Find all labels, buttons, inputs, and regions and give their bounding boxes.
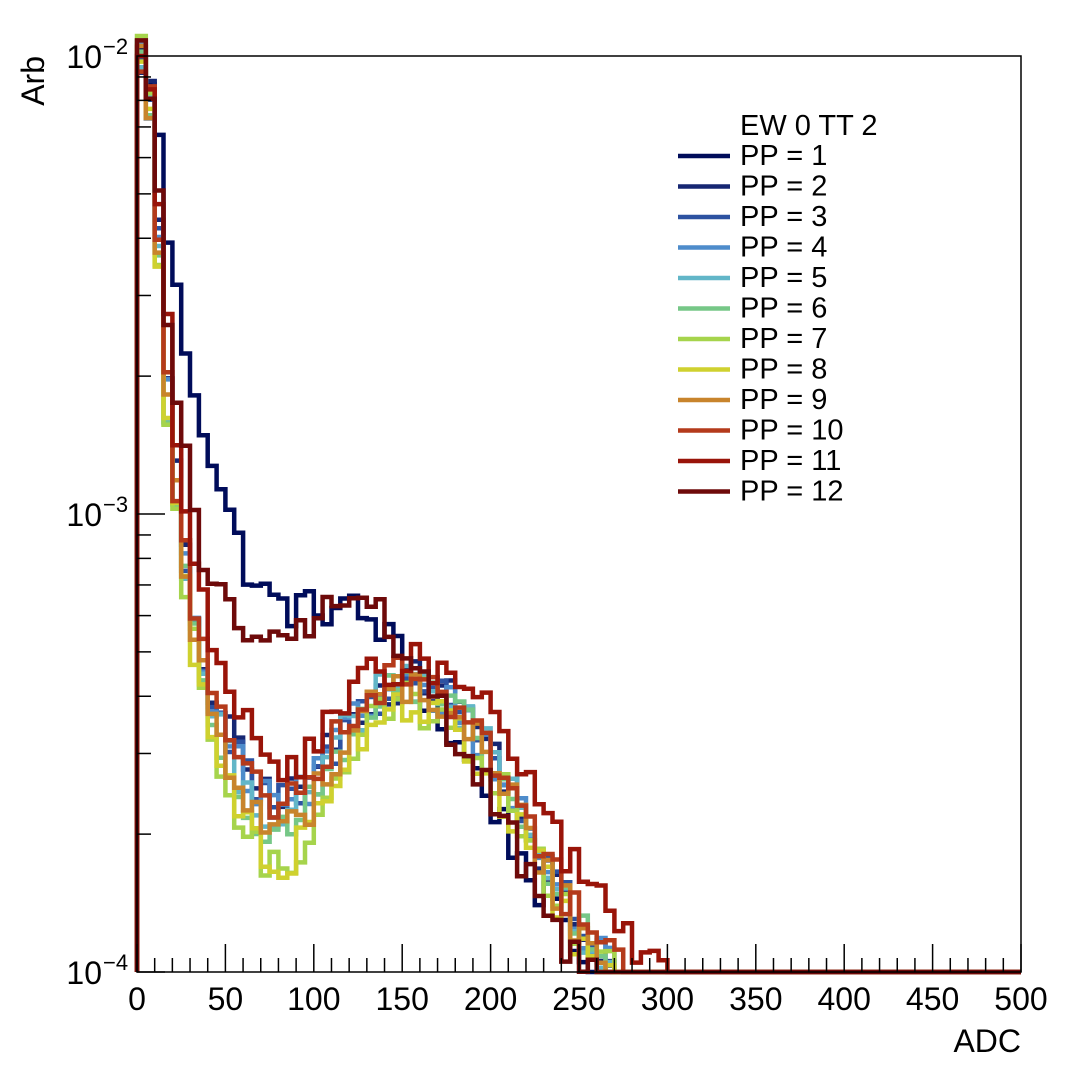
y-tick-base: 10 [66,497,102,533]
legend-label-pp-7: PP = 7 [740,323,827,355]
legend: EW 0 TT 2 PP = 1PP = 2PP = 3PP = 4PP = 5… [678,110,878,508]
legend-label-pp-6: PP = 6 [740,293,827,325]
legend-label-pp-4: PP = 4 [740,232,827,264]
x-tick-label: 0 [128,981,146,1017]
legend-label-pp-2: PP = 2 [740,171,827,203]
x-tick-label: 350 [729,981,782,1017]
y-tick-label: 10 [66,497,102,533]
legend-label-pp-8: PP = 8 [740,354,827,386]
x-tick-label: 300 [641,981,694,1017]
y-tick-label: 10 [66,39,102,75]
x-tick-label: 150 [376,981,429,1017]
x-tick-label: 400 [818,981,871,1017]
x-tick-label: 250 [552,981,605,1017]
x-tick-label: 450 [906,981,959,1017]
y-tick-exponent: −4 [103,950,128,975]
x-tick-label: 100 [287,981,340,1017]
legend-label-pp-10: PP = 10 [740,415,843,447]
x-tick-label: 200 [464,981,517,1017]
y-axis-title: Arb [15,56,51,106]
y-tick-exponent: −3 [103,492,128,517]
x-axis-title: ADC [953,1023,1021,1059]
y-tick-base: 10 [66,955,102,991]
legend-label-pp-1: PP = 1 [740,140,827,172]
x-tick-label: 50 [208,981,244,1017]
y-tick-label: 10 [66,955,102,991]
legend-label-pp-9: PP = 9 [740,384,827,416]
legend-label-pp-11: PP = 11 [740,445,841,477]
x-tick-label: 500 [994,981,1047,1017]
y-tick-base: 10 [66,39,102,75]
y-axis: 10−410−310−2 [66,34,165,991]
x-axis: 0 50 100 150 200 250 300 350 400 450 500 [128,944,1048,1017]
y-tick-exponent: −2 [103,34,128,59]
legend-label-pp-3: PP = 3 [740,201,827,233]
legend-label-pp-12: PP = 12 [740,476,843,508]
legend-label-pp-5: PP = 5 [740,262,827,294]
legend-title: EW 0 TT 2 [740,110,878,142]
